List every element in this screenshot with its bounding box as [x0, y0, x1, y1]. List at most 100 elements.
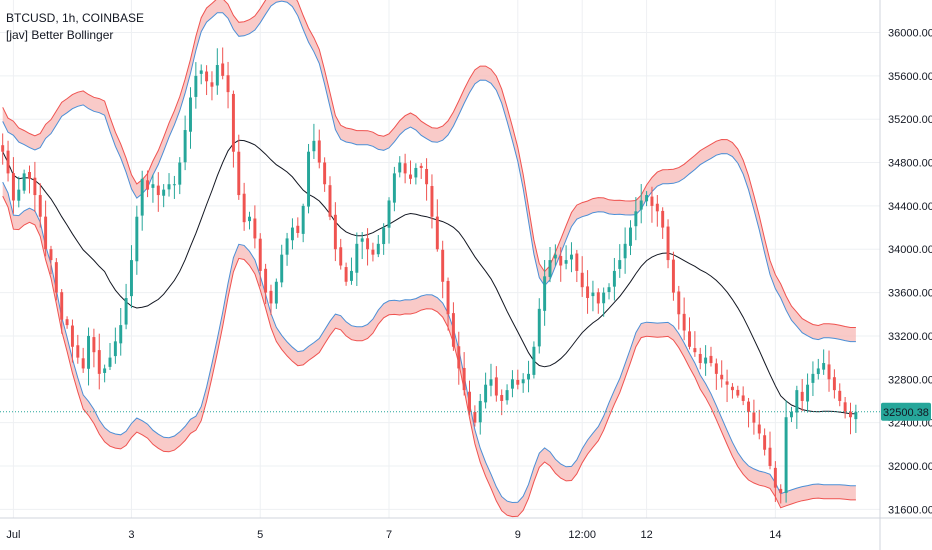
candle-body: [548, 260, 552, 277]
price-badge-label: 32500.38: [883, 407, 929, 419]
candle-body: [274, 281, 278, 304]
candle-body: [784, 417, 788, 493]
candle-body: [425, 168, 429, 185]
candle-body: [516, 379, 520, 385]
candle-body: [580, 272, 584, 288]
candle-body: [290, 227, 294, 241]
candle-body: [441, 249, 445, 282]
x-tick-label: 14: [769, 529, 781, 541]
candles: [1, 47, 858, 504]
candle-body: [618, 260, 622, 269]
x-tick-label: 12:00: [568, 529, 596, 541]
candle-body: [119, 325, 123, 344]
candle-body: [113, 341, 117, 357]
candle-body: [92, 337, 96, 353]
candle-body: [645, 195, 649, 202]
y-tick-label: 36000.00: [888, 28, 932, 40]
candle-body: [693, 348, 697, 353]
candle-body: [28, 171, 31, 179]
candle-body: [827, 364, 831, 380]
candle-body: [323, 162, 327, 185]
x-tick-label: Jul: [6, 529, 20, 541]
candle-body: [210, 82, 214, 87]
candle-body: [60, 292, 64, 320]
candle-body: [167, 184, 171, 190]
candle-body: [317, 140, 321, 163]
candle-body: [178, 162, 182, 185]
y-tick-label: 33600.00: [888, 288, 932, 300]
candle-body: [489, 379, 493, 386]
candle-body: [736, 389, 740, 396]
candle-body: [339, 247, 343, 266]
candle-body: [189, 97, 192, 132]
candle-body: [521, 379, 525, 384]
candle-body: [795, 390, 799, 413]
candle-body: [602, 292, 606, 304]
candle-body: [360, 238, 364, 242]
candle-body: [714, 363, 718, 374]
candle-body: [559, 255, 563, 266]
outer-upper-band: [2, 0, 856, 328]
candle-body: [382, 227, 386, 245]
candle-body: [328, 185, 332, 217]
candle-body: [688, 331, 691, 347]
candle-body: [44, 216, 48, 250]
candle-body: [1, 145, 5, 152]
candle-body: [172, 184, 176, 186]
candle-body: [124, 298, 128, 325]
y-tick-label: 35600.00: [888, 71, 932, 83]
candle-body: [430, 186, 434, 217]
candle-body: [494, 377, 498, 396]
indicator-title[interactable]: [jav] Better Bollinger: [6, 28, 114, 42]
candle-body: [468, 391, 471, 412]
candle-body: [537, 308, 541, 347]
candle-body: [607, 287, 611, 293]
candle-body: [591, 292, 595, 297]
candle-body: [484, 384, 488, 403]
candle-body: [677, 291, 681, 315]
candle-body: [387, 200, 391, 228]
candle-body: [242, 193, 246, 223]
candle-body: [532, 346, 536, 375]
upper-band-fill: [2, 0, 856, 342]
candle-body: [500, 395, 504, 401]
x-axis-ticks: Jul 3 5 7 9 12:00 12 14: [6, 529, 781, 541]
gridlines: [0, 0, 880, 518]
candle-body: [226, 75, 230, 93]
candle-body: [543, 276, 547, 311]
candle-body: [414, 167, 418, 178]
candle-body: [446, 280, 450, 315]
y-tick-label: 34000.00: [888, 244, 932, 256]
outer-lower-band: [2, 195, 856, 518]
symbol-title[interactable]: BTCUSD, 1h, COINBASE: [6, 11, 145, 25]
candle-body: [757, 424, 761, 434]
candle-body: [510, 379, 514, 389]
candle-body: [698, 353, 702, 364]
candle-body: [709, 355, 713, 364]
candle-body: [199, 70, 203, 74]
candle-body: [639, 200, 643, 210]
y-tick-label: 34800.00: [888, 158, 932, 170]
candle-body: [661, 210, 665, 228]
candle-body: [349, 270, 353, 281]
candle-body: [194, 75, 198, 97]
x-tick-label: 9: [515, 529, 521, 541]
candle-body: [87, 335, 91, 369]
candle-body: [612, 270, 616, 287]
candle-body: [800, 391, 804, 401]
candle-body: [135, 216, 139, 262]
candle-body: [462, 367, 466, 391]
candle-body: [725, 381, 729, 385]
candle-body: [816, 368, 820, 375]
candle-body: [457, 346, 461, 369]
candle-body: [527, 373, 531, 380]
candle-body: [6, 150, 10, 174]
price-badge-bg: [881, 402, 931, 421]
candle-body: [419, 165, 423, 168]
candle-body: [264, 268, 268, 293]
candle-body: [312, 140, 316, 152]
lower-band: [2, 181, 856, 504]
candle-body: [435, 216, 439, 250]
